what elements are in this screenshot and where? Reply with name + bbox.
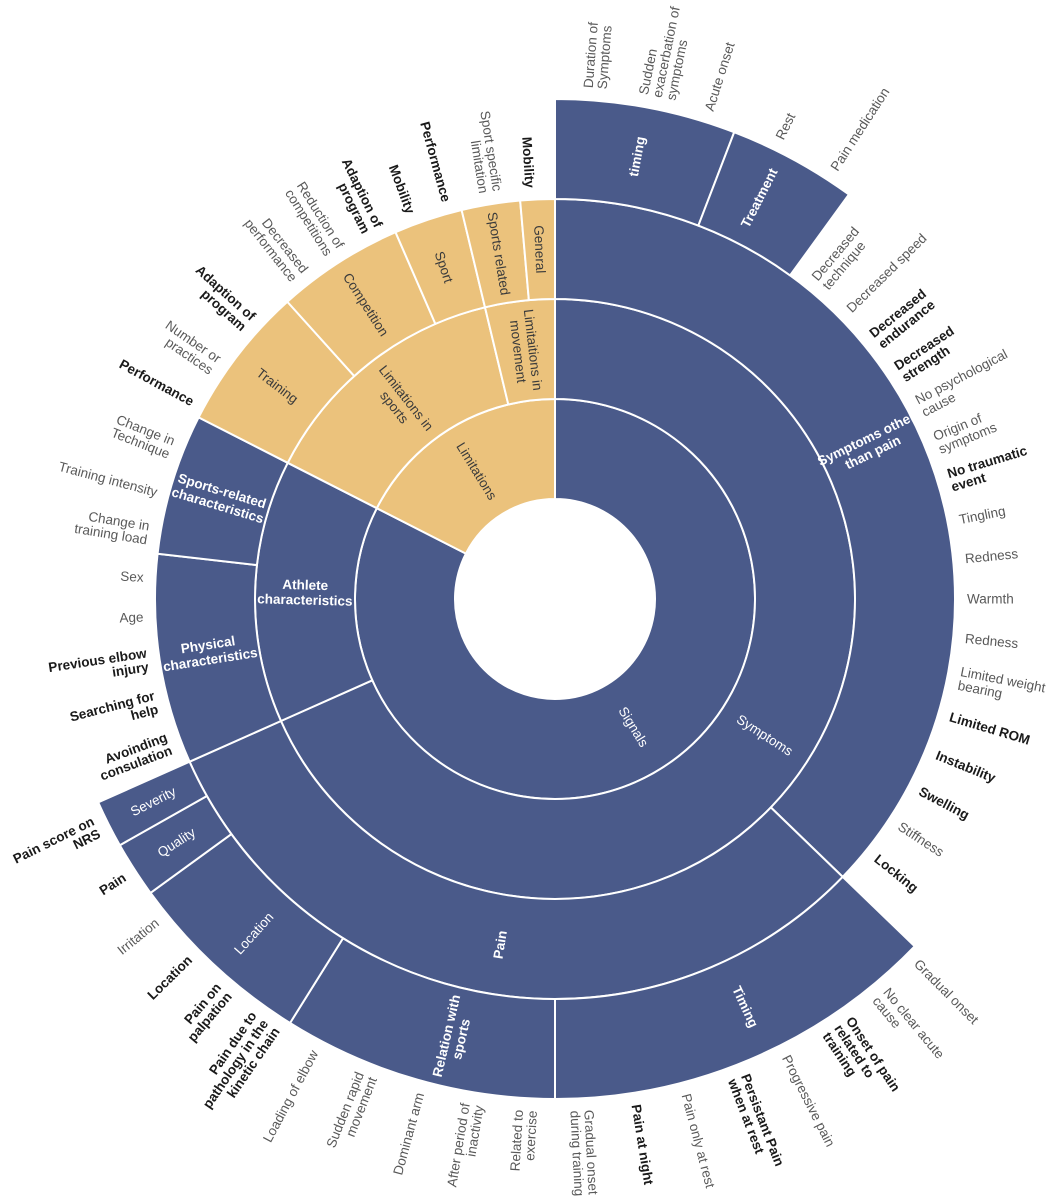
leaf-label-46: Change intraining load	[73, 507, 150, 547]
segment-treatment[interactable]	[697, 131, 850, 277]
leaf-label-56: Performance	[417, 120, 453, 204]
leaf-label-20: Stiffness	[895, 819, 947, 860]
leaf-label-17: Limited ROM	[948, 710, 1032, 748]
leaf-label-31: After period ofinactivity	[444, 1102, 486, 1191]
leaf-label-22: Gradual onset	[911, 956, 982, 1027]
leaf-label-42: Searching forhelp	[68, 688, 160, 738]
leaf-label-12: Tingling	[958, 503, 1007, 527]
leaf-label-21: Locking	[871, 851, 921, 895]
leaf-label-1: Suddenexacerbation ofsymptoms	[636, 2, 697, 101]
leaf-label-25: Progressive pain	[779, 1053, 838, 1150]
leaf-label-58: Mobility	[519, 136, 537, 188]
leaf-label-19: Swelling	[916, 784, 971, 823]
leaf-label-29: Gradual onsetduring training	[567, 1110, 600, 1197]
leaf-label-30: Related toexercise	[507, 1109, 539, 1172]
leaf-label-4: Pain medication	[828, 85, 893, 174]
leaf-label-13: Redness	[964, 546, 1019, 566]
leaf-label-32: Dominant arm	[390, 1091, 427, 1177]
leaf-label-0: Duration ofSymptoms	[581, 21, 615, 89]
leaf-label-44: Age	[119, 610, 144, 626]
segment-label-general: General	[531, 225, 548, 274]
segment-general[interactable]	[519, 197, 556, 302]
leaf-label-40: Pain score onNRS	[11, 814, 103, 879]
leaf-label-28: Pain at night	[629, 1103, 657, 1186]
leaf-label-3: Rest	[773, 110, 799, 142]
leaf-label-51: Adaption ofprogram	[183, 262, 259, 334]
leaf-label-34: Loading of elbow	[260, 1047, 321, 1144]
segment-label-athlete-characteristics: Athletecharacteristics	[257, 576, 353, 608]
leaf-label-45: Sex	[120, 569, 144, 585]
segment-severity[interactable]	[97, 760, 208, 847]
leaf-label-26: Persistant Painwhen at rest	[725, 1071, 787, 1173]
leaf-label-38: Irritation	[114, 915, 161, 957]
leaf-label-50: Number orpractices	[155, 318, 224, 378]
leaf-label-39: Pain	[97, 870, 129, 898]
leaf-label-11: No traumaticevent	[945, 443, 1033, 495]
leaf-label-2: Acute onset	[702, 40, 738, 113]
segment-label-pain: Pain	[491, 929, 510, 960]
leaf-label-14: Warmth	[967, 592, 1014, 607]
segment-label-timing-symptoms: timing	[626, 135, 648, 178]
leaf-label-10: Origin ofsymptoms	[931, 407, 999, 457]
leaf-label-49: Performance	[117, 356, 197, 409]
leaf-label-36: Pain onpalpation	[174, 980, 235, 1045]
leaf-label-27: Pain only at rest	[679, 1092, 718, 1190]
leaf-label-37: Location	[144, 953, 195, 1003]
leaf-label-55: Mobility	[386, 163, 418, 216]
leaf-label-33: Sudden rapidmovement	[323, 1069, 380, 1155]
leaf-label-43: Previous elbowinjury	[47, 645, 150, 688]
leaf-label-57: Sport specificlimitation	[464, 110, 505, 195]
leaf-label-16: Limited weightbearing	[957, 664, 1048, 709]
leaf-label-48: Change inTechnique	[109, 412, 177, 462]
segment-symptoms-other-than-pain[interactable]	[554, 198, 956, 878]
leaf-label-15: Redness	[964, 631, 1019, 651]
leaf-label-18: Instability	[934, 748, 998, 786]
leaf-label-47: Training intensity	[57, 459, 159, 500]
